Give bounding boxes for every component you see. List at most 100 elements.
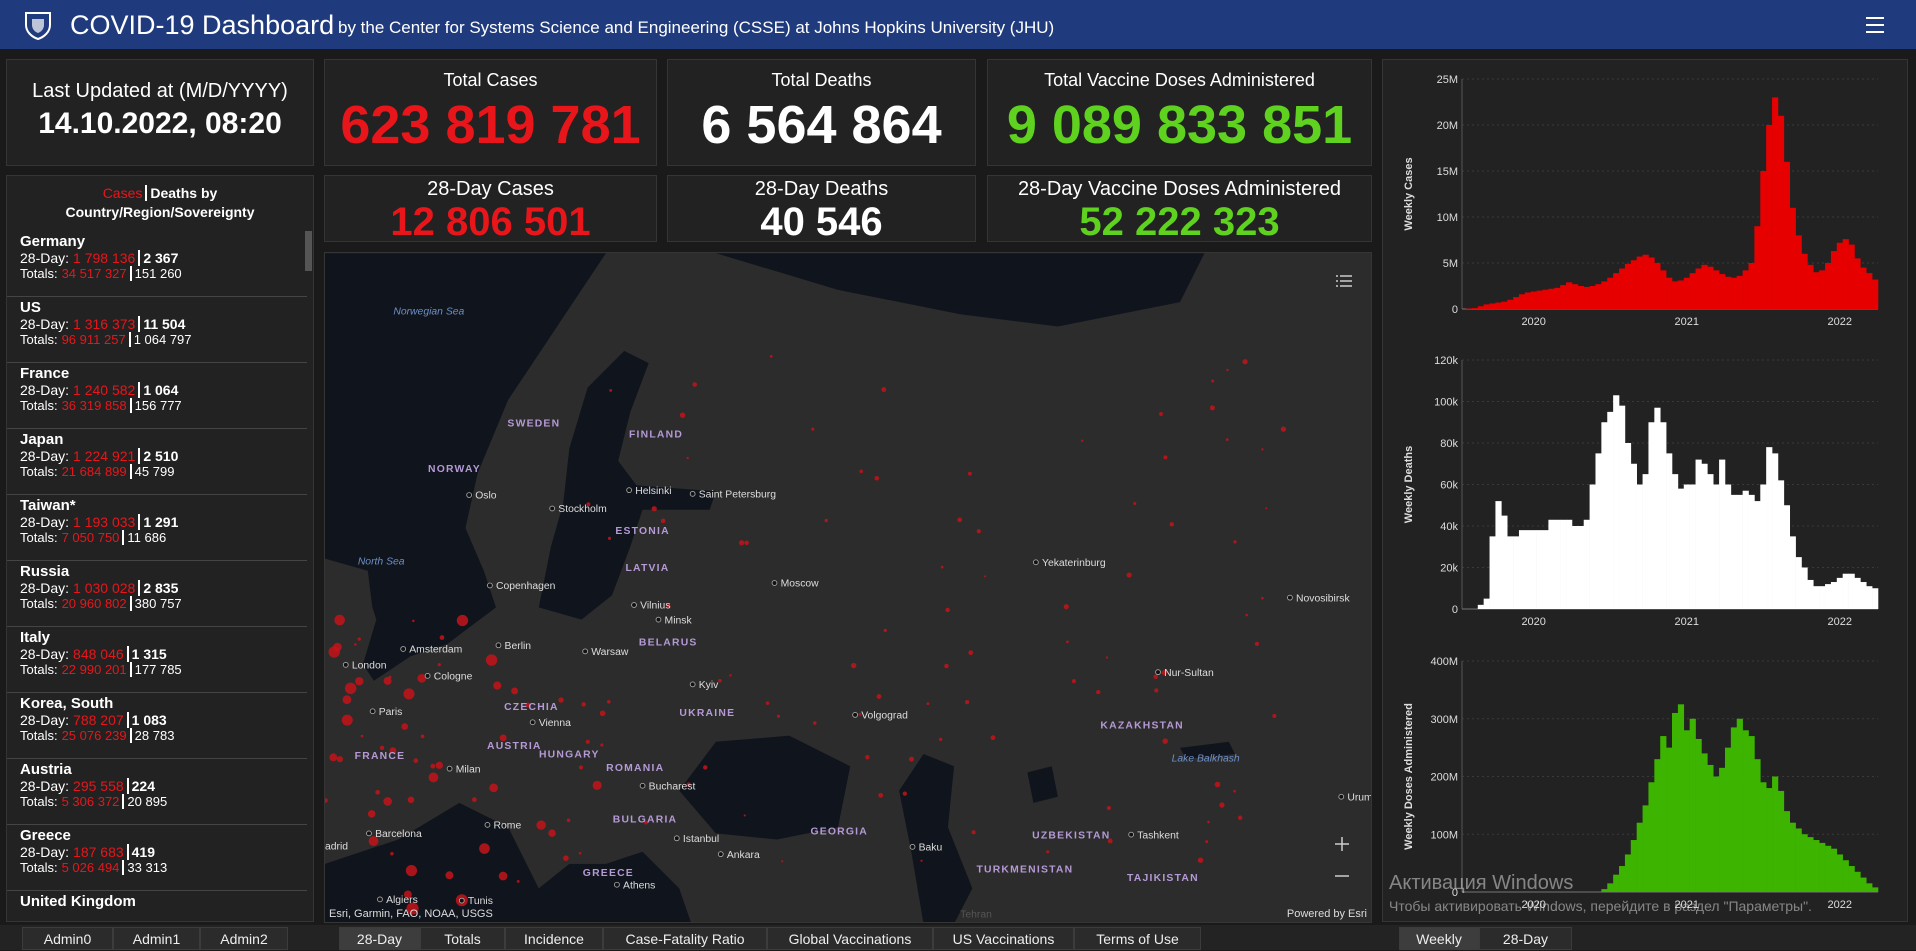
bar — [1872, 588, 1878, 609]
bar — [1819, 843, 1825, 892]
bar — [1643, 474, 1649, 609]
bar — [1619, 406, 1625, 609]
bar — [1619, 269, 1625, 309]
bar — [1637, 485, 1643, 610]
y-tick-label: 100M — [1430, 829, 1458, 841]
bar — [1654, 263, 1660, 309]
bar — [1831, 849, 1837, 892]
bar — [1631, 464, 1637, 609]
bar — [1696, 460, 1702, 609]
y-tick-label: 80k — [1440, 438, 1458, 450]
y-tick-label: 40k — [1440, 521, 1458, 533]
bar — [1719, 274, 1725, 309]
bar — [1666, 453, 1672, 609]
x-tick-label: 2020 — [1521, 616, 1545, 628]
bar — [1725, 748, 1731, 892]
bar — [1484, 304, 1490, 309]
bar — [1478, 605, 1484, 609]
bar — [1825, 263, 1831, 309]
y-tick-label: 120k — [1434, 355, 1458, 367]
bar — [1766, 125, 1772, 309]
bar — [1613, 875, 1619, 892]
tab[interactable]: Terms of Use — [1074, 927, 1201, 950]
bar — [1854, 578, 1860, 609]
bar — [1872, 887, 1878, 892]
bar — [1807, 837, 1813, 892]
tab[interactable]: Weekly — [1399, 927, 1479, 950]
bar — [1678, 489, 1684, 609]
bar — [1731, 727, 1737, 892]
bar — [1590, 286, 1596, 309]
tab[interactable]: Admin0 — [22, 927, 113, 950]
bar — [1701, 753, 1707, 892]
tab[interactable]: Global Vaccinations — [767, 927, 933, 950]
bar — [1666, 748, 1672, 892]
bar — [1625, 443, 1631, 609]
bar — [1560, 520, 1566, 609]
bar — [1819, 270, 1825, 309]
bar — [1849, 245, 1855, 309]
bar — [1866, 273, 1872, 309]
bar — [1843, 574, 1849, 609]
bar — [1495, 303, 1501, 309]
watermark-text: Чтобы активировать Windows, перейдите в … — [1389, 898, 1812, 914]
bar — [1548, 289, 1554, 309]
bar — [1825, 584, 1831, 609]
bar — [1525, 292, 1531, 309]
y-axis-title: Weekly Deaths — [1403, 446, 1415, 523]
bar — [1772, 97, 1778, 309]
bar — [1543, 530, 1549, 609]
bar — [1725, 277, 1731, 309]
y-tick-label: 0 — [1452, 304, 1458, 316]
tab[interactable]: Totals — [420, 927, 505, 950]
bar — [1672, 474, 1678, 609]
bar — [1531, 292, 1537, 309]
tab[interactable]: Admin2 — [200, 927, 288, 950]
bar — [1778, 116, 1784, 309]
bar — [1572, 284, 1578, 309]
bar — [1613, 273, 1619, 309]
bar — [1872, 280, 1878, 309]
bar — [1754, 501, 1760, 609]
bar — [1825, 846, 1831, 892]
y-tick-label: 200M — [1430, 772, 1458, 784]
bar — [1684, 278, 1690, 309]
bar — [1472, 308, 1478, 309]
bar — [1790, 823, 1796, 892]
bar — [1749, 495, 1755, 609]
bar — [1701, 265, 1707, 309]
bar — [1537, 530, 1543, 609]
bar — [1643, 255, 1649, 309]
bar — [1743, 491, 1749, 609]
bar — [1831, 582, 1837, 609]
bar — [1849, 574, 1855, 609]
watermark-title: Активация Windows — [1389, 872, 1573, 895]
bar — [1490, 303, 1496, 309]
bar — [1601, 889, 1607, 892]
bar — [1784, 811, 1790, 892]
bar — [1696, 269, 1702, 309]
bar — [1837, 578, 1843, 609]
bar — [1601, 422, 1607, 609]
bar — [1866, 883, 1872, 892]
tab[interactable]: Admin1 — [113, 927, 200, 950]
tab[interactable]: 28-Day — [1479, 927, 1572, 950]
bar — [1737, 495, 1743, 609]
tab[interactable]: US Vaccinations — [933, 927, 1074, 950]
bar — [1566, 520, 1572, 609]
bar — [1684, 730, 1690, 892]
y-tick-label: 25M — [1437, 74, 1458, 86]
y-tick-label: 0 — [1452, 604, 1458, 616]
tab[interactable]: Case-Fatality Ratio — [603, 927, 767, 950]
bar — [1566, 282, 1572, 309]
y-tick-label: 20M — [1437, 120, 1458, 132]
tab[interactable]: Incidence — [505, 927, 603, 950]
bar — [1501, 516, 1507, 609]
x-tick-label: 2020 — [1521, 316, 1545, 328]
tab[interactable]: 28-Day — [339, 927, 420, 950]
bar — [1595, 453, 1601, 609]
x-tick-label: 2021 — [1674, 316, 1698, 328]
bar — [1672, 713, 1678, 892]
bar — [1654, 408, 1660, 609]
